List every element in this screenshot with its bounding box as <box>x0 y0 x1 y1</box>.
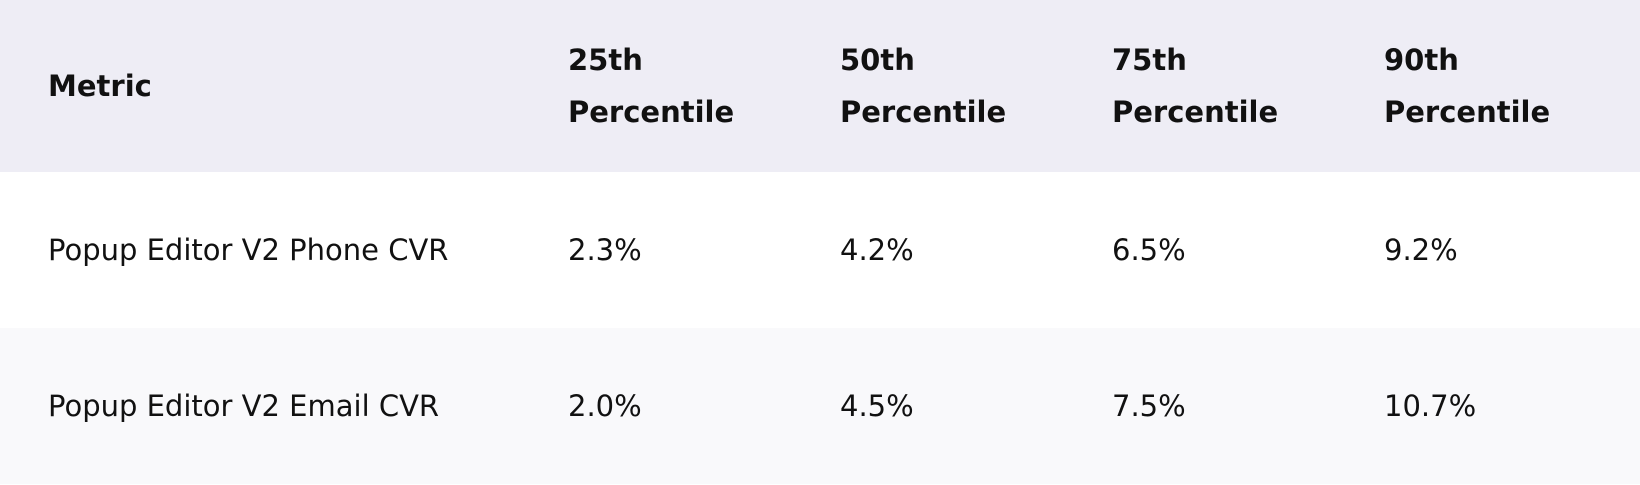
header-cell: 75th Percentile <box>1064 0 1336 172</box>
header-row: Metric 25th Percentile 50th Percentile 7… <box>0 0 1640 172</box>
header-cell: 25th Percentile <box>520 0 792 172</box>
value-cell: 4.5% <box>792 328 1064 484</box>
value-cell: 4.2% <box>792 172 1064 328</box>
metric-cell: Popup Editor V2 Email CVR <box>0 328 520 484</box>
table-header: Metric 25th Percentile 50th Percentile 7… <box>0 0 1640 172</box>
value-cell: 7.5% <box>1064 328 1336 484</box>
value-cell: 2.0% <box>520 328 792 484</box>
table-row: Popup Editor V2 Phone CVR 2.3% 4.2% 6.5%… <box>0 172 1640 328</box>
metric-cell: Popup Editor V2 Phone CVR <box>0 172 520 328</box>
value-cell: 2.3% <box>520 172 792 328</box>
value-cell: 10.7% <box>1336 328 1640 484</box>
value-cell: 9.2% <box>1336 172 1640 328</box>
value-cell: 6.5% <box>1064 172 1336 328</box>
table-body: Popup Editor V2 Phone CVR 2.3% 4.2% 6.5%… <box>0 172 1640 484</box>
header-cell: 50th Percentile <box>792 0 1064 172</box>
table-row: Popup Editor V2 Email CVR 2.0% 4.5% 7.5%… <box>0 328 1640 484</box>
header-cell: 90th Percentile <box>1336 0 1640 172</box>
header-cell: Metric <box>0 0 520 172</box>
